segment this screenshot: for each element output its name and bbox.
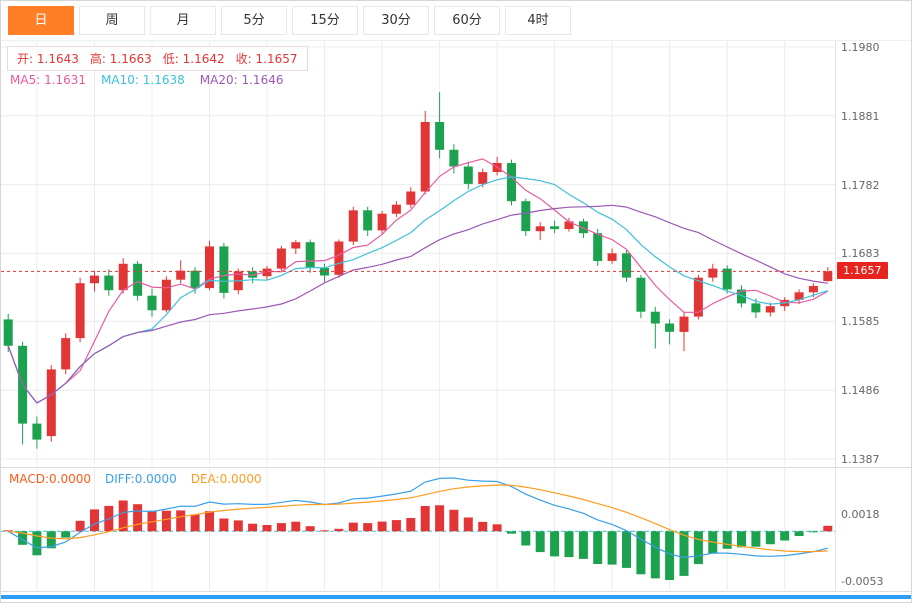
ma20-label: MA20: — [199, 73, 238, 87]
price-axis-tick: 1.1782 — [841, 178, 880, 192]
ma20-value: 1.1646 — [241, 73, 284, 87]
tab-5min[interactable]: 5分 — [221, 6, 287, 35]
high-value: 1.1663 — [109, 52, 152, 66]
ohlc-legend: 开: 1.1643 高: 1.1663 低: 1.1642 收: 1.1657 — [7, 46, 308, 71]
tab-4hour[interactable]: 4时 — [505, 6, 571, 35]
candlestick-chart[interactable]: 开: 1.1643 高: 1.1663 低: 1.1642 收: 1.1657 MA5… — [1, 41, 836, 468]
current-price-tag: 1.1657 — [837, 262, 888, 280]
ohlc-low: 低: 1.1642 — [163, 52, 225, 66]
candlestick-svg — [1, 41, 835, 465]
ohlc-close: 收: 1.1657 — [236, 52, 298, 66]
ma5-value: 1.1631 — [44, 73, 87, 87]
open-label: 开: — [17, 52, 34, 66]
macd-svg — [1, 468, 835, 590]
diff-label: DIFF: — [105, 472, 135, 486]
tab-60min[interactable]: 60分 — [434, 6, 500, 35]
low-label: 低: — [162, 52, 179, 66]
macd-chart[interactable]: MACD:0.0000 DIFF:0.0000 DEA:0.0000 — [1, 468, 836, 592]
price-axis-tick: 1.1980 — [841, 41, 880, 54]
macd-axis: 0.0018 -0.0053 — [836, 468, 911, 592]
dea-value-legend: DEA:0.0000 — [191, 472, 262, 486]
ma20-legend: MA20: 1.1646 — [200, 73, 284, 87]
ohlc-high: 高: 1.1663 — [90, 52, 152, 66]
price-axis-tick: 1.1486 — [841, 384, 880, 398]
macd-label: MACD: — [9, 472, 50, 486]
ma10-label: MA10: — [101, 73, 139, 87]
dea-label: DEA: — [190, 472, 220, 486]
tab-month[interactable]: 月 — [150, 6, 216, 35]
price-axis-tick: 1.1387 — [841, 453, 880, 466]
macd-value: 0.0000 — [49, 472, 92, 486]
diff-value-legend: DIFF:0.0000 — [105, 472, 177, 486]
tab-15min[interactable]: 15分 — [292, 6, 358, 35]
macd-legend: MACD:0.0000 DIFF:0.0000 DEA:0.0000 — [9, 472, 276, 486]
ma-legend: MA5: 1.1631 MA10: 1.1638 MA20: 1.1646 — [10, 73, 298, 87]
chart-grid: 开: 1.1643 高: 1.1663 低: 1.1642 收: 1.1657 MA5… — [1, 41, 911, 592]
timeframe-toolbar: 日 周 月 5分 15分 30分 60分 4时 — [1, 1, 911, 41]
macd-axis-tick: -0.0053 — [841, 575, 884, 589]
ma5-label: MA5: — [10, 73, 41, 87]
price-axis: 1.1980 1.1881 1.1782 1.1683 1.1585 1.148… — [836, 41, 911, 468]
diff-value: 0.0000 — [134, 472, 177, 486]
tab-week[interactable]: 周 — [79, 6, 145, 35]
tab-day[interactable]: 日 — [8, 6, 74, 35]
price-axis-tick: 1.1585 — [841, 315, 880, 329]
price-axis-tick: 1.1683 — [841, 247, 880, 261]
ma10-legend: MA10: 1.1638 — [101, 73, 185, 87]
high-label: 高: — [89, 52, 106, 66]
ohlc-open: 开: 1.1643 — [17, 52, 79, 66]
close-value: 1.1657 — [255, 52, 298, 66]
macd-axis-tick: 0.0018 — [841, 508, 880, 522]
ma10-value: 1.1638 — [142, 73, 185, 87]
dea-value: 0.0000 — [219, 472, 262, 486]
ma5-legend: MA5: 1.1631 — [10, 73, 86, 87]
low-value: 1.1642 — [182, 52, 225, 66]
price-axis-tick: 1.1881 — [841, 109, 880, 123]
open-value: 1.1643 — [36, 52, 79, 66]
bottom-strip — [1, 592, 911, 602]
bottom-divider — [1, 595, 911, 599]
tab-30min[interactable]: 30分 — [363, 6, 429, 35]
macd-value-legend: MACD:0.0000 — [9, 472, 91, 486]
close-label: 收: — [235, 52, 252, 66]
